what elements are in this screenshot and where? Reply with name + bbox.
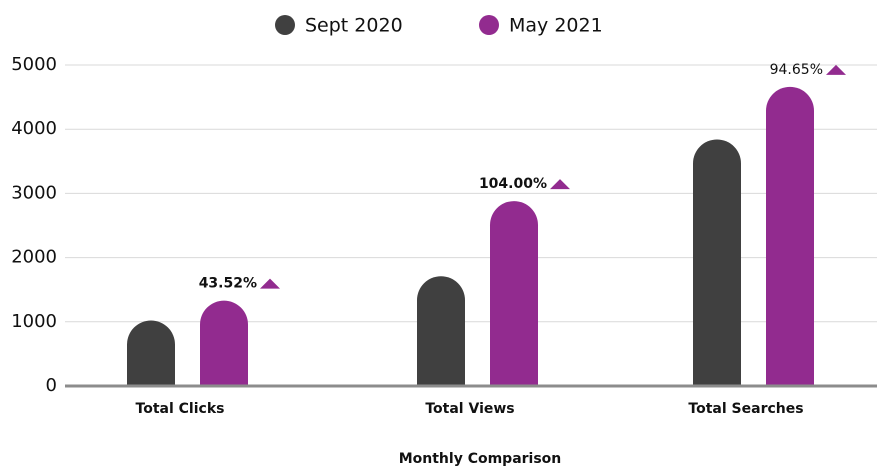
y-tick-label: 4000 (11, 118, 57, 139)
bar (127, 320, 175, 386)
bar (766, 86, 814, 386)
y-tick-label: 0 (46, 375, 57, 396)
up-arrow (550, 179, 570, 190)
x-tick-label: Total Searches (688, 401, 803, 417)
y-tick-label: 1000 (11, 311, 57, 332)
x-tick-label: Total Views (425, 401, 514, 417)
legend-label: May 2021 (509, 15, 603, 37)
y-tick-label: 5000 (11, 54, 57, 75)
y-tick-label: 3000 (11, 182, 57, 203)
x-tick-label: Total Clicks (136, 401, 225, 417)
y-tick-label: 2000 (11, 247, 57, 268)
bar (693, 139, 741, 386)
bar (490, 201, 538, 386)
bar (200, 300, 248, 386)
up-arrow (260, 278, 280, 289)
annotation: 43.52% (199, 276, 257, 292)
legend-marker (479, 15, 499, 35)
legend-label: Sept 2020 (305, 15, 403, 37)
up-arrow (826, 64, 846, 75)
legend-marker (275, 15, 295, 35)
x-axis-label: Monthly Comparison (399, 451, 562, 467)
bar (417, 276, 465, 386)
annotation: 94.65% (770, 62, 823, 78)
annotation: 104.00% (479, 176, 547, 192)
